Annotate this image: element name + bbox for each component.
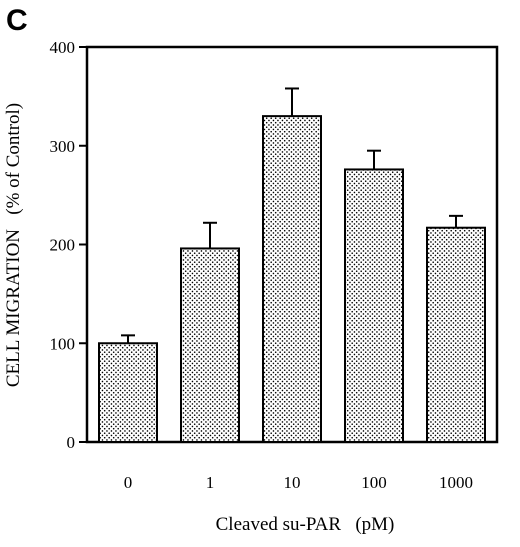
error-bar [121,334,135,344]
bar [180,247,240,443]
y-tick-label: 300 [50,137,76,156]
bar [426,226,486,443]
y-tick-label: 400 [50,38,76,57]
bar [98,342,158,443]
y-tick-label: 200 [50,236,76,255]
y-tick-label: 0 [67,433,76,452]
x-tick-label: 1000 [439,473,473,492]
x-axis-title: Cleaved su-PAR (pM) [216,514,395,535]
y-tick-label: 100 [50,334,76,353]
y-axis-title: CELL MIGRATION (% of Control) [3,103,24,387]
x-tick-label: 0 [124,473,133,492]
error-bar [449,214,463,228]
x-tick-label: 1 [206,473,215,492]
y-axis: 0 100 200 300 400 [50,38,87,452]
x-axis: 0 1 10 100 1000 [124,473,473,492]
error-bar [285,87,299,117]
x-tick-label: 10 [284,473,301,492]
bars [98,87,486,443]
x-tick-label: 100 [361,473,387,492]
error-bar [203,221,217,249]
bar [344,168,404,443]
bar [262,115,322,443]
error-bar [367,149,381,170]
panel-label: C [6,4,28,37]
